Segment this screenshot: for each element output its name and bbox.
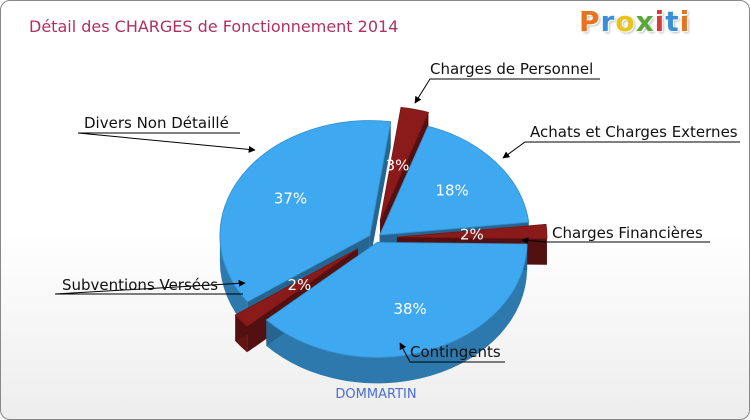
pie-slice bbox=[396, 223, 548, 240]
logo-letter: i bbox=[679, 5, 691, 38]
pie-slice bbox=[379, 106, 429, 222]
location-label: DOMMARTIN bbox=[335, 387, 417, 402]
slice-category-label: Subventions Versées bbox=[62, 276, 218, 294]
pie-slice bbox=[379, 125, 530, 236]
slice-percent-label: 3% bbox=[386, 156, 410, 174]
slice-percent-label: 37% bbox=[274, 189, 307, 207]
slice-wall bbox=[219, 235, 248, 328]
logo-letter: i bbox=[654, 5, 666, 38]
slice-percent-label: 18% bbox=[435, 181, 468, 199]
callout-line bbox=[54, 279, 246, 295]
pie-slice bbox=[219, 120, 392, 303]
callout-line bbox=[502, 141, 740, 159]
slice-category-label: Achats et Charges Externes bbox=[530, 123, 738, 141]
pie-slice bbox=[265, 241, 528, 358]
slice-category-label: Charges de Personnel bbox=[430, 60, 593, 78]
pie-slice bbox=[234, 248, 359, 327]
logo-letter: x bbox=[635, 5, 655, 38]
proxiti-logo: Proxiti bbox=[579, 5, 690, 38]
logo-letter: r bbox=[600, 5, 616, 38]
slice-category-label: Contingents bbox=[410, 343, 501, 361]
logo-letter: P bbox=[579, 5, 601, 38]
slice-percent-label: 2% bbox=[288, 276, 312, 294]
logo-letter: o bbox=[615, 5, 636, 38]
slice-category-label: Divers Non Détaillé bbox=[84, 114, 229, 132]
logo-letter: t bbox=[665, 5, 680, 38]
chart-title: Détail des CHARGES de Fonctionnement 201… bbox=[29, 17, 399, 36]
callout-line bbox=[521, 237, 710, 245]
callout-line bbox=[399, 342, 505, 363]
callout-line bbox=[414, 78, 600, 104]
slice-edge bbox=[369, 121, 391, 262]
slice-category-label: Charges Financières bbox=[552, 224, 703, 242]
slice-percent-label: 2% bbox=[460, 225, 484, 243]
slice-edge bbox=[235, 248, 358, 342]
slice-wall bbox=[266, 243, 528, 384]
slice-percent-label: 38% bbox=[393, 300, 426, 318]
callout-line bbox=[77, 132, 256, 153]
